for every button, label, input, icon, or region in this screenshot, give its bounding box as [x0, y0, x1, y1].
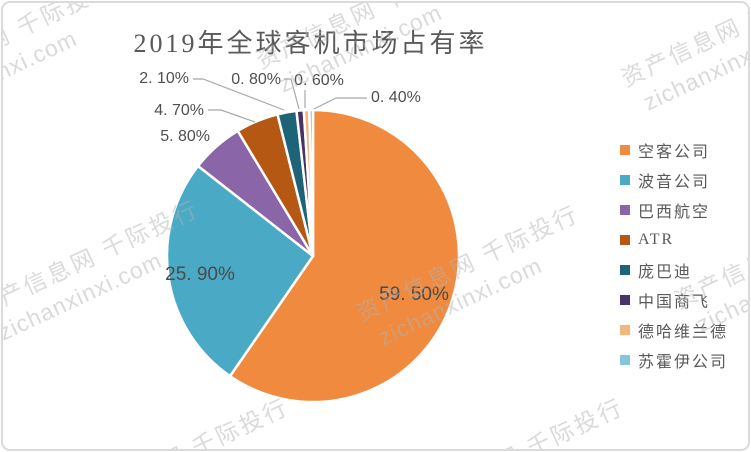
- chart-title: 2019年全球客机市场占有率: [133, 29, 488, 58]
- label-leader-line: [193, 78, 285, 111]
- legend-swatch: [620, 355, 630, 365]
- legend-item: 空客公司: [620, 135, 728, 165]
- legend-swatch: [620, 295, 630, 305]
- legend-label: 庞巴迪: [638, 264, 693, 281]
- data-label: 2. 10%: [139, 70, 189, 87]
- pie-slice-7: [308, 108, 315, 258]
- pie-slice-1: [165, 164, 315, 378]
- label-leader-line: [313, 97, 367, 110]
- legend-label: ATR: [638, 231, 675, 248]
- legend-label: 中国商飞: [638, 294, 711, 311]
- legend-item: 中国商飞: [620, 285, 728, 315]
- data-label: 4. 70%: [154, 102, 204, 119]
- pie-chart: 59. 50% 25. 90% 5. 80% 4. 70% 2. 10% 0. 80% 0.…: [139, 70, 461, 404]
- legend-swatch: [620, 175, 630, 185]
- data-label: 5. 80%: [160, 128, 210, 145]
- legend-swatch: [620, 265, 630, 275]
- legend-item: 波音公司: [620, 165, 728, 195]
- legend-item: ATR: [620, 225, 728, 255]
- label-leader-line: [284, 78, 300, 110]
- legend-label: 波音公司: [638, 174, 711, 191]
- legend-item: 庞巴迪: [620, 255, 728, 285]
- legend-label: 苏霍伊公司: [638, 354, 729, 371]
- legend-swatch: [620, 205, 630, 215]
- legend-swatch: [620, 235, 630, 245]
- legend-item: 德哈维兰德: [620, 315, 728, 345]
- data-label: 0. 40%: [371, 89, 421, 106]
- legend-label: 空客公司: [638, 144, 711, 161]
- label-leader-line: [208, 109, 256, 123]
- legend-swatch: [620, 325, 630, 335]
- legend: 空客公司波音公司巴西航空 ATR 庞巴迪中国商飞德哈维兰德苏霍伊公司: [620, 135, 728, 375]
- data-label: 59. 50%: [379, 284, 449, 305]
- legend-label: 德哈维兰德: [638, 324, 729, 341]
- legend-label: 巴西航空: [638, 204, 711, 221]
- legend-item: 巴西航空: [620, 195, 728, 225]
- data-label: 0. 60%: [294, 72, 344, 89]
- data-label: 0. 80%: [231, 71, 281, 88]
- data-label: 25. 90%: [165, 264, 235, 285]
- legend-item: 苏霍伊公司: [620, 345, 728, 375]
- legend-swatch: [620, 145, 630, 155]
- pie-slice-0: [228, 108, 461, 404]
